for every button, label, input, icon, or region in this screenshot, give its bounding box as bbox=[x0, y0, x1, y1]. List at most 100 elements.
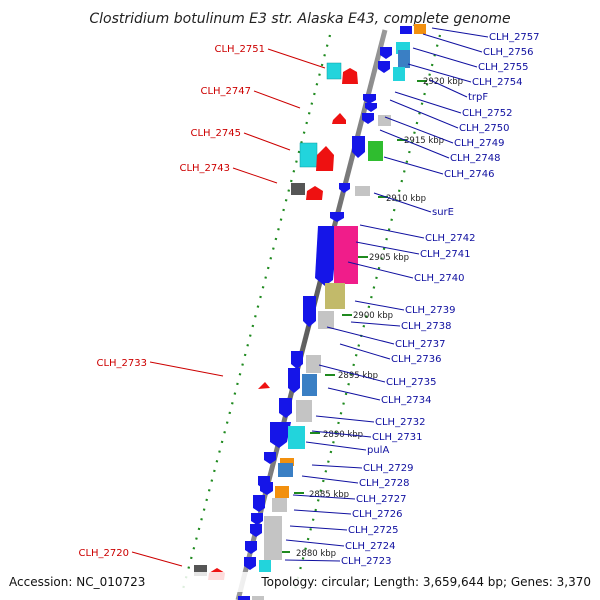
gene-label: CLH_2720 bbox=[78, 548, 129, 559]
kbp-label: 2895 kbp bbox=[338, 371, 378, 381]
gene-arrow bbox=[342, 68, 358, 84]
right-gene-labels: CLH_2757 CLH_2756 CLH_2755 CLH_2754 trpF… bbox=[341, 32, 540, 567]
gene-arrow bbox=[260, 482, 273, 495]
gene-block bbox=[238, 596, 250, 600]
gene-arrow bbox=[316, 146, 334, 171]
gene-label: CLH_2724 bbox=[345, 541, 396, 552]
gene-label: CLH_2733 bbox=[96, 358, 147, 369]
gene-label: CLH_2729 bbox=[363, 463, 414, 474]
gene-label: CLH_2732 bbox=[375, 417, 426, 428]
gene-block bbox=[291, 183, 305, 195]
gene-label: pulA bbox=[367, 445, 389, 456]
gene-label: CLH_2726 bbox=[352, 509, 403, 520]
right-leader-lines bbox=[284, 27, 489, 562]
gene-label: CLH_2739 bbox=[405, 305, 456, 316]
gene-block bbox=[368, 141, 383, 161]
kbp-label: 2915 kbp bbox=[404, 136, 444, 146]
gene-arrow bbox=[363, 94, 376, 104]
gene-arrow bbox=[306, 186, 323, 200]
gene-block bbox=[272, 498, 287, 512]
gene-arrow bbox=[258, 382, 270, 389]
gene-label: CLH_2751 bbox=[214, 44, 265, 55]
gene-label: CLH_2725 bbox=[348, 525, 399, 536]
gene-block bbox=[264, 516, 282, 560]
gene-label: CLH_2757 bbox=[489, 32, 540, 43]
gene-arrow bbox=[332, 113, 346, 124]
gene-arrow bbox=[253, 495, 265, 512]
gene-arrow bbox=[378, 61, 390, 73]
gene-label: CLH_2754 bbox=[472, 77, 523, 88]
gene-arrow bbox=[251, 513, 263, 525]
gene-arrow bbox=[303, 296, 316, 327]
gene-label: CLH_2737 bbox=[395, 339, 446, 350]
gene-block bbox=[259, 560, 271, 572]
gene-block bbox=[306, 355, 321, 373]
gene-arrow bbox=[362, 113, 374, 124]
gene-arrow bbox=[365, 103, 377, 112]
gene-arrow bbox=[330, 212, 344, 222]
gene-block bbox=[334, 226, 358, 284]
gene-arrow bbox=[250, 524, 262, 537]
gene-block bbox=[393, 67, 405, 81]
inner-dotted-guide bbox=[292, 34, 442, 594]
forward-strand-genes bbox=[238, 24, 426, 600]
gene-label: CLH_2740 bbox=[414, 273, 465, 284]
gene-block bbox=[299, 142, 318, 168]
gene-label: CLH_2727 bbox=[356, 494, 407, 505]
gene-block bbox=[296, 400, 312, 422]
gene-block bbox=[302, 374, 317, 396]
map-title: Clostridium botulinum E3 str. Alaska E43… bbox=[89, 11, 510, 27]
gene-label: CLH_2755 bbox=[478, 62, 529, 73]
gene-arrow bbox=[315, 226, 338, 286]
gene-label: CLH_2750 bbox=[459, 123, 510, 134]
gene-arrow bbox=[270, 422, 291, 448]
kbp-label: 2910 kbp bbox=[386, 194, 426, 204]
gene-label: CLH_2742 bbox=[425, 233, 476, 244]
gene-label: CLH_2743 bbox=[179, 163, 230, 174]
gene-arrow bbox=[339, 183, 350, 193]
gene-label: CLH_2728 bbox=[359, 478, 410, 489]
gene-label: CLH_2752 bbox=[462, 108, 513, 119]
gene-arrow bbox=[288, 368, 300, 393]
gene-label: surE bbox=[432, 207, 454, 218]
outer-dotted-guide bbox=[180, 34, 332, 594]
gene-arrow bbox=[380, 47, 392, 59]
topology-text: Topology: circular; Length: 3,659,644 bp… bbox=[260, 575, 591, 589]
gene-block bbox=[355, 186, 370, 196]
gene-block bbox=[278, 463, 293, 477]
gene-label: CLH_2735 bbox=[386, 377, 437, 388]
gene-label: CLH_2747 bbox=[200, 86, 251, 97]
gene-arrow bbox=[244, 557, 256, 570]
gene-arrow bbox=[245, 541, 257, 554]
gene-block bbox=[280, 458, 294, 466]
left-gene-labels: CLH_2751 CLH_2747 CLH_2745 CLH_2743 CLH_… bbox=[78, 44, 265, 559]
gene-label: trpF bbox=[468, 92, 488, 103]
gene-label: CLH_2723 bbox=[341, 556, 392, 567]
kbp-label: 2890 kbp bbox=[323, 430, 363, 440]
gene-label: CLH_2746 bbox=[444, 169, 495, 180]
footer-background bbox=[0, 572, 600, 592]
gene-block bbox=[400, 26, 412, 34]
gene-arrow bbox=[291, 351, 303, 369]
kbp-label: 2880 kbp bbox=[296, 549, 336, 559]
gene-block bbox=[252, 596, 264, 600]
gene-block bbox=[398, 50, 410, 68]
gene-block bbox=[326, 62, 342, 80]
gene-block bbox=[325, 283, 345, 309]
gene-label: CLH_2734 bbox=[381, 395, 432, 406]
gene-label: CLH_2736 bbox=[391, 354, 442, 365]
gene-label: CLH_2745 bbox=[190, 128, 241, 139]
kbp-label: 2900 kbp bbox=[353, 311, 393, 321]
kbp-label: 2920 kbp bbox=[423, 77, 463, 87]
gene-label: CLH_2738 bbox=[401, 321, 452, 332]
gene-block bbox=[414, 24, 426, 34]
accession-text: Accession: NC_010723 bbox=[9, 575, 145, 589]
gene-arrow bbox=[352, 136, 365, 158]
gene-label: CLH_2749 bbox=[454, 138, 505, 149]
left-leader-lines bbox=[131, 48, 326, 567]
kbp-label: 2905 kbp bbox=[369, 253, 409, 263]
gene-block bbox=[288, 426, 305, 449]
gene-label: CLH_2756 bbox=[483, 47, 534, 58]
gene-arrow bbox=[279, 398, 292, 418]
